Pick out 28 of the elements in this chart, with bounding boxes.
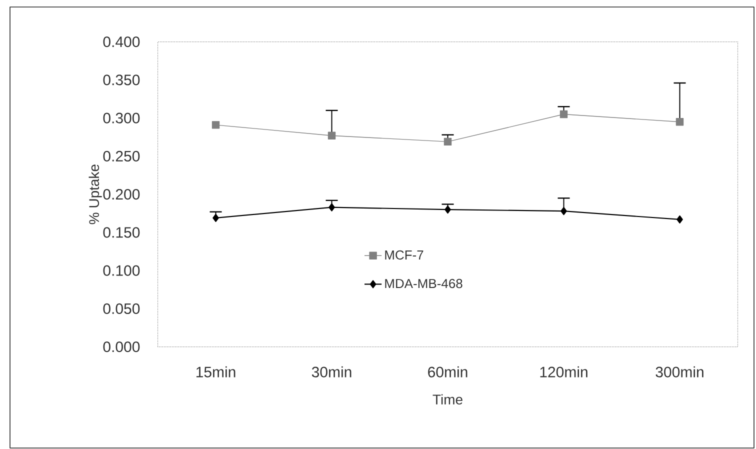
y-tick-label: 0.200 bbox=[103, 189, 140, 200]
y-tick-label: 0.250 bbox=[103, 150, 140, 162]
legend-label: MDA-MB-468 bbox=[385, 278, 462, 288]
point bbox=[212, 214, 219, 222]
x-tick-label: 300min bbox=[656, 366, 704, 378]
legend-label: MCF-7 bbox=[385, 250, 424, 260]
x-tick-label: 30min bbox=[312, 366, 352, 378]
y-tick-label: 0.400 bbox=[103, 36, 140, 48]
point bbox=[444, 138, 452, 146]
point bbox=[676, 215, 683, 224]
point bbox=[328, 203, 335, 212]
point bbox=[560, 110, 568, 118]
x-tick-label: 15min bbox=[196, 366, 236, 378]
y-tick-label: 0.150 bbox=[103, 227, 140, 238]
y-tick-label: 0.350 bbox=[103, 74, 140, 86]
point bbox=[444, 206, 451, 214]
y-tick-label: 0.100 bbox=[103, 265, 140, 276]
y-axis-title: % Uptake bbox=[88, 164, 102, 224]
y-tick-label: 0.300 bbox=[103, 112, 140, 124]
y-tick-label: 0.050 bbox=[103, 303, 140, 314]
y-tick-label: 0.000 bbox=[103, 342, 140, 352]
point bbox=[328, 132, 336, 140]
point bbox=[676, 118, 684, 126]
point bbox=[212, 121, 220, 129]
point bbox=[560, 207, 567, 216]
x-axis-title: Time bbox=[432, 394, 462, 405]
x-tick-label: 60min bbox=[428, 366, 468, 378]
x-tick-label: 120min bbox=[540, 366, 588, 378]
